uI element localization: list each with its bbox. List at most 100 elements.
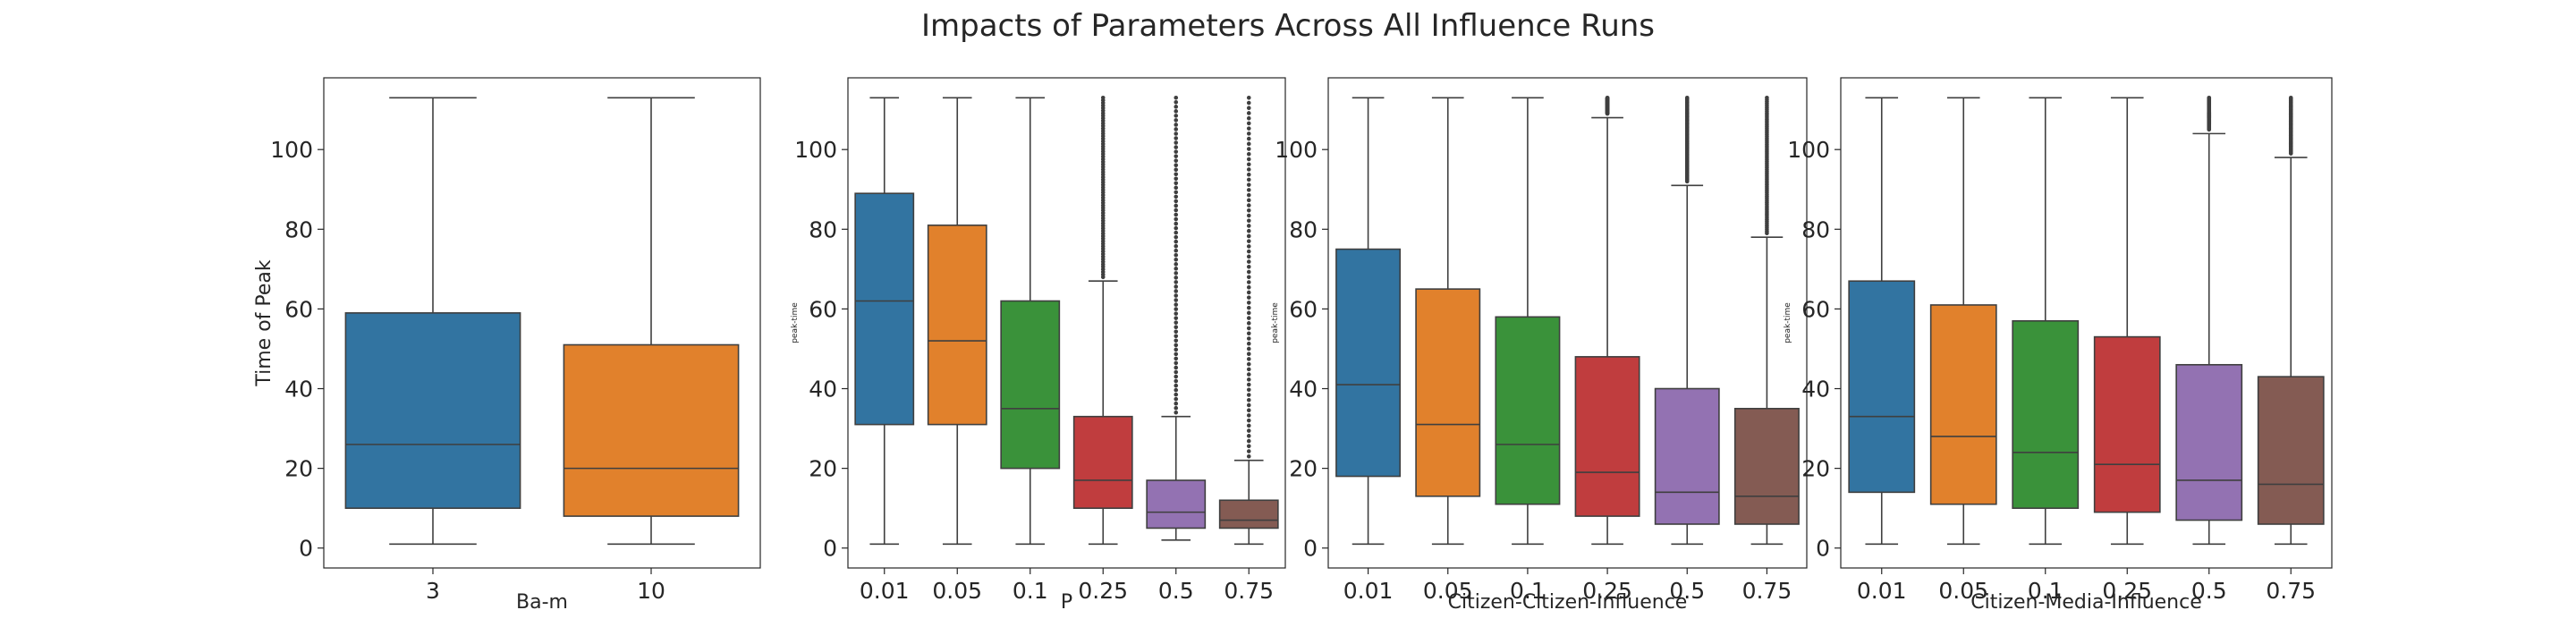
- x-axis-label: Citizen-Citizen-Influence: [1448, 591, 1688, 614]
- outlier-point: [1174, 356, 1179, 361]
- xtick-label: 3: [426, 578, 440, 604]
- outlier-point: [1174, 154, 1179, 158]
- ytick-label: 60: [1801, 296, 1830, 322]
- xtick-label: 0.05: [932, 578, 982, 604]
- outlier-point: [1246, 269, 1251, 275]
- outlier-point: [1174, 105, 1179, 109]
- outlier-point: [1174, 271, 1179, 275]
- outlier-point: [1246, 208, 1251, 213]
- outlier-point: [1174, 293, 1179, 298]
- outlier-point: [1246, 413, 1251, 418]
- outlier-point: [1174, 401, 1179, 406]
- ytick-label: 20: [809, 456, 837, 482]
- box-0.05: [1415, 97, 1481, 546]
- outlier-point: [1246, 136, 1251, 141]
- outlier-point: [1174, 289, 1179, 293]
- outlier-point: [1246, 418, 1251, 423]
- xtick-label: 0.75: [2266, 578, 2316, 604]
- xtick-label: 0.75: [1224, 578, 1274, 604]
- xtick-label: 0.1: [2028, 578, 2063, 604]
- outlier-point: [1174, 172, 1179, 177]
- outlier-point: [1174, 311, 1179, 316]
- outlier-point: [1174, 230, 1179, 235]
- outlier-point: [1174, 343, 1179, 348]
- outlier-point: [1174, 118, 1179, 123]
- outlier-point: [1246, 177, 1251, 182]
- box-body: [1929, 304, 1997, 505]
- box-0.01: [1335, 97, 1402, 546]
- ytick-label: 20: [1801, 456, 1830, 482]
- outlier-point: [1174, 194, 1179, 199]
- outlier-point: [1246, 295, 1251, 300]
- outlier-point: [1174, 127, 1179, 131]
- outlier-point: [1174, 307, 1179, 311]
- figure-title: Impacts of Parameters Across All Influen…: [921, 8, 1655, 44]
- xtick-label: 0.1: [1013, 578, 1048, 604]
- xtick-label: 0.25: [1582, 578, 1632, 604]
- outlier-point: [1246, 106, 1251, 111]
- outlier-point: [1765, 95, 1769, 100]
- outlier-point: [1246, 100, 1251, 106]
- outlier-point: [1174, 280, 1179, 284]
- box-body: [854, 192, 915, 426]
- box-body: [1654, 387, 1720, 525]
- outlier-point: [1174, 320, 1179, 325]
- outlier-point: [1174, 234, 1179, 240]
- outlier-point: [1174, 114, 1179, 118]
- ytick-label: 80: [1801, 216, 1830, 242]
- outlier-point: [1246, 157, 1251, 162]
- outlier-point: [1246, 367, 1251, 372]
- box-body: [1218, 499, 1279, 530]
- outlier-point: [1174, 100, 1179, 105]
- x-axis-label: Citizen-Media-Influence: [1970, 591, 2202, 614]
- ytick-label: 60: [1289, 296, 1318, 322]
- outlier-point: [1174, 252, 1179, 258]
- plot-frame: [1327, 77, 1808, 569]
- box-body: [2257, 376, 2325, 525]
- box-body: [1848, 280, 1916, 494]
- ytick-label: 0: [299, 536, 313, 562]
- outlier-point: [1246, 382, 1251, 387]
- outlier-point: [1174, 325, 1179, 330]
- outlier-point: [1246, 316, 1251, 320]
- box-0.1: [2012, 97, 2080, 546]
- xtick-label: 0.5: [1669, 578, 1705, 604]
- outlier-points: [2288, 95, 2293, 156]
- outlier-point: [1246, 377, 1251, 382]
- outlier-point: [1174, 410, 1179, 415]
- box-body: [1733, 407, 1800, 525]
- outlier-point: [1684, 95, 1690, 100]
- outlier-point: [1174, 221, 1179, 226]
- ytick-label: 0: [1816, 536, 1830, 562]
- plot-frame: [847, 77, 1286, 569]
- outlier-point: [1246, 453, 1251, 459]
- outlier-point: [1174, 387, 1179, 393]
- outlier-point: [1174, 396, 1179, 402]
- outlier-point: [1174, 334, 1179, 339]
- outlier-point: [1174, 352, 1179, 357]
- outlier-point: [1174, 365, 1179, 370]
- ytick-label: 20: [1289, 456, 1318, 482]
- box-0.25: [1072, 95, 1133, 546]
- outlier-point: [1174, 136, 1179, 140]
- box-body: [1574, 356, 1640, 517]
- outlier-point: [1246, 352, 1251, 356]
- box-0.25: [2093, 97, 2161, 546]
- box-0.1: [1000, 97, 1061, 546]
- outlier-point: [1246, 198, 1251, 203]
- outlier-point: [1174, 302, 1179, 307]
- outlier-point: [1174, 225, 1179, 231]
- chart-panel-2: 0 20 40 60 80 100 0.01 0.05 0.1 0.25 0.5 0.75 Ppeak-…: [791, 77, 1286, 614]
- box-0.75: [1218, 95, 1279, 546]
- ytick-label: 80: [1289, 216, 1318, 242]
- box-0.5: [2175, 95, 2243, 546]
- outlier-point: [1174, 163, 1179, 167]
- outlier-point: [1174, 298, 1179, 302]
- outlier-point: [1246, 449, 1251, 453]
- outlier-point: [1174, 140, 1179, 145]
- outlier-point: [1174, 284, 1179, 289]
- box-body: [1495, 316, 1561, 505]
- outlier-point: [1246, 284, 1251, 290]
- outlier-point: [1246, 131, 1251, 136]
- outlier-point: [1174, 392, 1179, 397]
